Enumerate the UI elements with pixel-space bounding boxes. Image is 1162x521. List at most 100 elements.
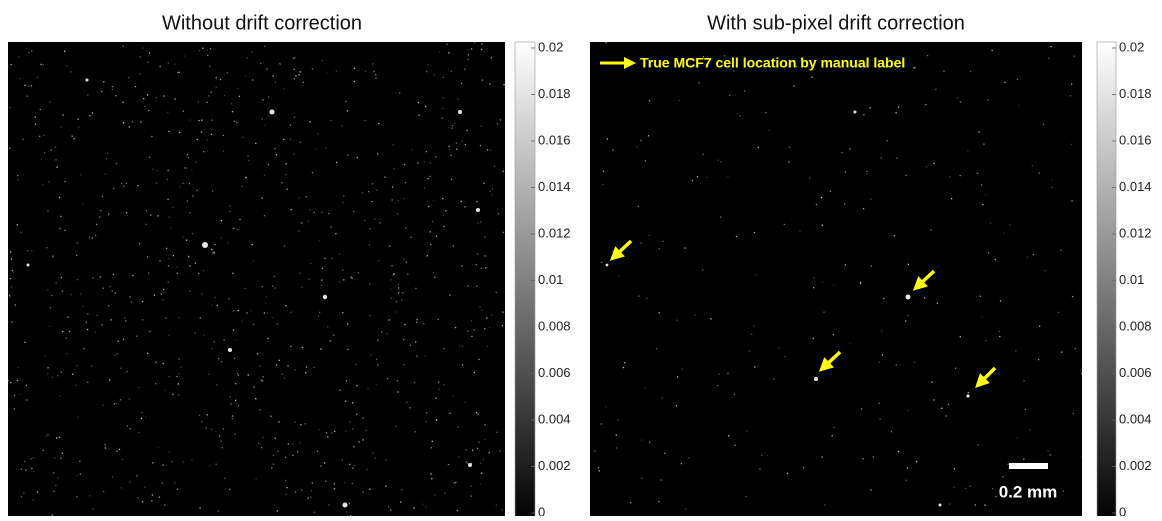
speckle: [477, 253, 478, 254]
speckle: [49, 326, 50, 327]
speckle: [113, 188, 114, 189]
speckle: [658, 501, 659, 502]
speckle: [496, 505, 497, 506]
speckle: [322, 268, 323, 269]
speckle: [11, 64, 12, 65]
speckle: [235, 400, 236, 401]
bright-spot: [468, 463, 472, 467]
speckle: [152, 494, 153, 495]
speckle: [142, 319, 143, 320]
speckle: [445, 210, 446, 211]
speckle: [960, 336, 961, 337]
speckle: [471, 320, 472, 321]
speckle: [168, 451, 169, 452]
speckle: [103, 491, 104, 492]
speckle: [178, 383, 179, 384]
speckle: [427, 64, 428, 65]
speckle: [62, 114, 63, 115]
speckle: [1058, 312, 1059, 313]
speckle: [211, 92, 212, 93]
tick-label: 0.004: [538, 411, 571, 426]
speckle: [430, 231, 431, 232]
speckle: [66, 353, 67, 354]
speckle: [235, 434, 236, 435]
speckle: [992, 488, 993, 489]
speckle: [487, 149, 488, 150]
speckle: [192, 233, 193, 234]
speckle: [436, 419, 437, 420]
speckle: [100, 276, 101, 277]
speckle: [431, 447, 432, 448]
speckle: [175, 98, 176, 99]
speckle: [1071, 84, 1072, 85]
speckle: [498, 213, 499, 214]
speckle: [89, 237, 90, 238]
speckle: [462, 364, 463, 365]
speckle: [189, 183, 190, 184]
speckle: [28, 52, 29, 53]
speckle: [832, 435, 833, 436]
speckle: [275, 82, 276, 83]
speckle: [894, 235, 895, 236]
speckle: [450, 155, 451, 156]
speckle: [157, 170, 158, 171]
speckle: [1050, 46, 1051, 47]
speckle: [25, 469, 26, 470]
speckle: [262, 198, 263, 199]
speckle: [200, 317, 201, 318]
speckle: [177, 273, 178, 274]
speckle: [272, 317, 273, 318]
speckle: [354, 81, 355, 82]
speckle: [236, 122, 237, 123]
speckle: [295, 75, 296, 76]
speckle: [149, 53, 150, 54]
speckle: [430, 244, 431, 245]
speckle: [116, 403, 117, 404]
speckle: [14, 395, 15, 396]
speckle: [234, 121, 235, 122]
speckle: [96, 315, 97, 316]
speckle: [315, 149, 316, 150]
speckle: [941, 408, 942, 409]
speckle: [503, 232, 504, 233]
speckle: [415, 431, 416, 432]
speckle: [172, 461, 173, 462]
speckle: [645, 160, 646, 161]
speckle: [277, 510, 278, 511]
speckle: [117, 451, 118, 452]
speckle: [185, 167, 186, 168]
speckle: [384, 177, 385, 178]
speckle: [55, 146, 56, 147]
speckle: [69, 331, 70, 332]
speckle: [92, 277, 93, 278]
speckle: [502, 325, 503, 326]
speckle: [372, 453, 373, 454]
speckle: [198, 101, 199, 102]
speckle: [499, 450, 500, 451]
speckle: [326, 73, 327, 74]
speckle: [927, 55, 928, 56]
speckle: [80, 293, 81, 294]
speckle: [172, 207, 173, 208]
speckle: [192, 195, 193, 196]
speckle: [93, 508, 94, 509]
speckle: [195, 263, 196, 264]
speckle: [720, 161, 721, 162]
speckle: [960, 175, 961, 176]
speckle: [378, 123, 379, 124]
speckle: [246, 312, 247, 313]
speckle: [616, 434, 617, 435]
speckle: [168, 63, 169, 64]
speckle: [1017, 79, 1018, 80]
speckle: [727, 176, 728, 177]
speckle: [598, 467, 599, 468]
speckle: [503, 171, 504, 172]
speckle: [497, 123, 498, 124]
speckle: [415, 288, 416, 289]
speckle: [300, 273, 301, 274]
speckle: [219, 435, 220, 436]
speckle: [969, 486, 970, 487]
speckle: [476, 201, 477, 202]
speckle: [286, 487, 287, 488]
speckle: [351, 277, 352, 278]
